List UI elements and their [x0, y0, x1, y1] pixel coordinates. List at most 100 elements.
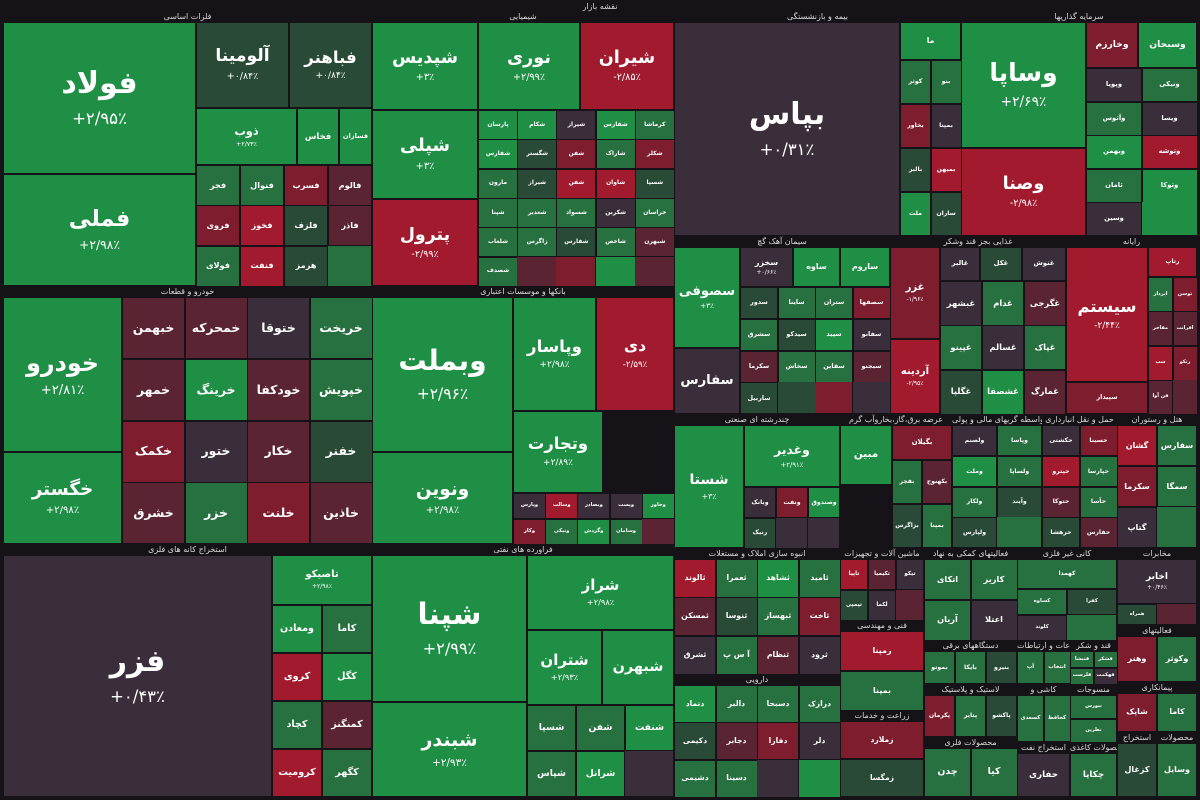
stock-tile[interactable]: غپاک — [1024, 325, 1066, 371]
stock-tile[interactable]: شبهرن — [634, 227, 675, 258]
stock-tile[interactable]: وپارس — [513, 493, 546, 519]
stock-tile[interactable]: مارون — [478, 168, 518, 199]
stock-tile[interactable]: خپویش — [309, 358, 373, 421]
stock-tile[interactable]: حکشتی — [1042, 425, 1080, 456]
stock-tile[interactable]: رتاپ — [1148, 247, 1197, 277]
stock-tile[interactable]: ولساپا — [997, 455, 1042, 487]
stock-tile[interactable]: سبجنو — [852, 350, 891, 383]
stock-tile[interactable]: دی -۲/۵۹٪ — [596, 297, 674, 411]
stock-tile[interactable]: شفارس — [556, 227, 597, 258]
stock-tile[interactable]: وسامان — [609, 518, 643, 545]
stock-tile[interactable]: سدور — [740, 287, 778, 319]
stock-tile[interactable]: شفارس — [478, 139, 518, 170]
stock-tile[interactable]: شکام — [517, 110, 558, 140]
stock-tile[interactable]: ثنوسا — [715, 597, 758, 637]
stock-tile[interactable]: خزر — [184, 482, 248, 545]
stock-tile[interactable]: بزاگرس — [892, 504, 922, 548]
stock-tile[interactable]: فسرب — [284, 165, 328, 206]
stock-tile[interactable]: بمپنا — [922, 504, 952, 548]
stock-tile[interactable]: غسالم — [982, 325, 1024, 371]
stock-tile[interactable]: وکار — [513, 518, 546, 545]
stock-tile[interactable]: بخاور — [900, 104, 931, 148]
stock-tile[interactable]: افرانت — [1172, 311, 1198, 347]
stock-tile[interactable]: خشرق — [122, 482, 185, 545]
stock-tile[interactable]: شبندر +۲/۹۳٪ — [372, 702, 527, 797]
stock-tile[interactable]: خمحرکه — [184, 297, 248, 359]
stock-tile[interactable]: وگردش — [577, 518, 611, 545]
stock-tile[interactable]: ونوین +۲/۹۸٪ — [372, 452, 513, 544]
stock-tile[interactable]: آ س پ — [715, 635, 758, 675]
stock-tile[interactable]: فزر +۰/۴۳٪ — [3, 555, 272, 797]
stock-tile[interactable]: خبهمن — [122, 297, 185, 359]
stock-tile[interactable]: ثنظام — [757, 635, 799, 675]
stock-tile[interactable]: فاذر — [328, 205, 372, 247]
stock-tile[interactable]: ثاخت — [798, 597, 841, 637]
stock-tile[interactable]: درازک — [798, 685, 841, 723]
stock-tile[interactable]: شیراز — [556, 110, 597, 140]
stock-tile[interactable]: اعتلا — [970, 599, 1018, 641]
stock-tile[interactable]: قهکمت — [1093, 667, 1118, 685]
stock-tile[interactable]: شسواد — [556, 198, 597, 228]
stock-tile[interactable]: دجابر — [715, 722, 758, 761]
stock-tile[interactable]: نطرین — [1070, 718, 1117, 743]
stock-tile[interactable]: سفارس — [674, 348, 740, 414]
stock-tile[interactable]: ثعمرا — [715, 559, 758, 598]
stock-tile[interactable]: وخارزم — [1086, 22, 1138, 68]
stock-tile[interactable]: وخاور — [641, 493, 675, 519]
stock-tile[interactable]: دکیمی — [674, 722, 716, 761]
stock-tile[interactable]: خمهر — [122, 358, 185, 421]
stock-tile[interactable]: آردینه -۲/۹۵٪ — [890, 339, 940, 414]
stock-tile[interactable]: کحافظ — [1043, 695, 1071, 742]
stock-tile[interactable]: سمگا — [1157, 466, 1197, 507]
stock-tile[interactable]: زاگرس — [517, 227, 558, 258]
stock-tile[interactable]: خگستر +۲/۹۸٪ — [3, 452, 122, 544]
stock-tile[interactable]: پکرمان — [924, 695, 955, 737]
stock-tile[interactable]: بمپنا — [930, 104, 962, 148]
stock-tile[interactable]: حسینا — [1079, 425, 1118, 456]
stock-tile[interactable]: توسن — [1172, 277, 1198, 312]
stock-tile[interactable]: دسبحا — [757, 685, 799, 723]
stock-tile[interactable]: بگیلان — [892, 425, 952, 460]
stock-tile[interactable]: کاریز — [970, 559, 1018, 600]
stock-tile[interactable]: ثرود — [798, 635, 841, 675]
stock-tile[interactable]: پاکشو — [986, 695, 1017, 737]
stock-tile[interactable]: خاذین — [309, 482, 373, 545]
stock-tile[interactable]: بکهنوج — [922, 460, 952, 504]
stock-tile[interactable]: وملت — [952, 455, 997, 487]
stock-tile[interactable]: کفرا — [1067, 589, 1117, 615]
stock-tile[interactable]: بمپنا — [840, 670, 924, 711]
stock-tile[interactable]: نبورس — [1070, 695, 1117, 719]
stock-tile[interactable]: وآتوس — [1086, 101, 1142, 136]
stock-tile[interactable]: ویسا — [1141, 101, 1198, 136]
stock-tile[interactable]: سصوفی +۳٪ — [674, 247, 740, 348]
stock-tile[interactable]: دفارا — [757, 722, 799, 761]
stock-tile[interactable]: ونیکی — [1141, 68, 1198, 102]
stock-tile[interactable]: وپاسار +۲/۹۸٪ — [513, 297, 596, 411]
stock-tile[interactable]: خکار — [247, 420, 310, 483]
stock-tile[interactable]: شپاس — [527, 751, 576, 797]
stock-tile[interactable]: سخاش — [777, 350, 816, 383]
stock-tile[interactable]: کگهر — [322, 749, 372, 797]
stock-tile[interactable]: ساران — [930, 192, 962, 236]
stock-tile[interactable]: شسپا — [634, 168, 675, 199]
stock-tile[interactable]: ختور — [184, 420, 248, 483]
stock-tile[interactable]: غالبر — [940, 247, 980, 281]
stock-tile[interactable]: پترول -۲/۹۹٪ — [372, 199, 478, 286]
stock-tile[interactable]: ملت — [900, 192, 931, 236]
stock-tile[interactable]: شکلر — [634, 139, 675, 170]
stock-tile[interactable]: زملارد — [840, 721, 924, 759]
stock-tile[interactable]: وتوشه — [1141, 135, 1198, 170]
stock-tile[interactable]: کسعدی — [1017, 695, 1044, 742]
stock-tile[interactable]: وغدیر +۲/۹۱٪ — [744, 425, 840, 487]
stock-tile[interactable]: شیران -۲/۸۵٪ — [580, 22, 674, 110]
stock-tile[interactable]: بنو — [930, 60, 962, 104]
stock-tile[interactable]: غکل — [980, 247, 1022, 281]
stock-tile[interactable]: شفن — [576, 705, 625, 751]
stock-tile[interactable]: سصفها — [852, 287, 891, 319]
stock-tile[interactable]: خریخت — [309, 297, 373, 359]
stock-tile[interactable]: سپیدار — [1066, 382, 1148, 414]
stock-tile[interactable]: ساربیل — [740, 382, 778, 415]
stock-tile[interactable]: ما — [900, 22, 961, 60]
stock-tile[interactable]: وسالت — [545, 493, 579, 519]
stock-tile[interactable]: کاما — [322, 605, 372, 653]
